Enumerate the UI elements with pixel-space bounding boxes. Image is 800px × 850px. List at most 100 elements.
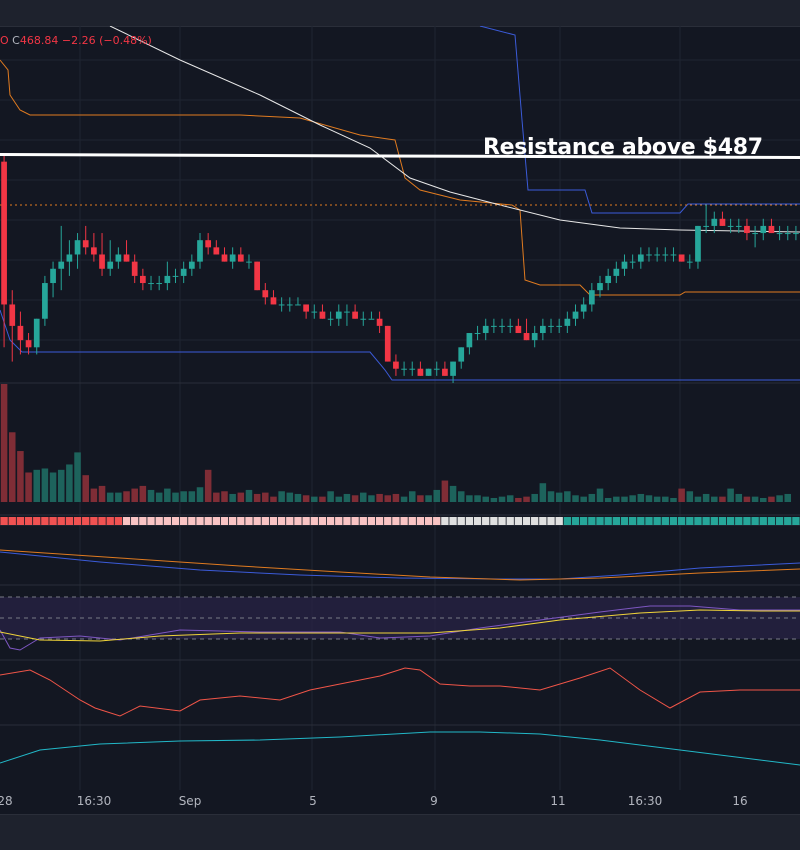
candle-body	[466, 333, 473, 348]
momentum-cell	[220, 517, 229, 525]
candle-body	[548, 325, 554, 327]
momentum-cell	[269, 517, 278, 525]
volume-bar	[41, 468, 49, 502]
momentum-cell	[294, 517, 302, 525]
candle-body	[91, 247, 97, 255]
volume-bar	[245, 489, 253, 502]
candle-body	[507, 325, 514, 327]
momentum-cell	[286, 517, 294, 525]
volume-bar	[621, 496, 628, 502]
momentum-cell	[253, 517, 261, 525]
oscillator-red-line	[0, 667, 800, 717]
candle-body	[213, 247, 220, 255]
volume-bar	[498, 496, 506, 502]
volume-bar	[580, 496, 587, 502]
momentum-cell	[261, 517, 269, 525]
momentum-cell	[465, 517, 474, 525]
momentum-cell	[65, 517, 74, 525]
momentum-cell	[122, 517, 131, 525]
candle-body	[793, 233, 799, 235]
momentum-cell	[163, 517, 172, 525]
candle-body	[205, 240, 212, 248]
momentum-cell	[767, 517, 776, 525]
volume-bar	[106, 492, 114, 502]
momentum-cell	[416, 517, 425, 525]
momentum-cell	[212, 517, 220, 525]
momentum-cell	[277, 517, 286, 525]
candle-body	[776, 233, 783, 235]
candle-body	[9, 304, 16, 326]
volume-bar	[351, 495, 359, 502]
candle-body	[180, 268, 187, 276]
candle-body	[491, 325, 497, 327]
candle-body	[254, 261, 260, 291]
momentum-cell	[563, 517, 572, 525]
volume-bar	[17, 451, 24, 502]
candle-body	[221, 254, 228, 262]
candle-body	[760, 225, 767, 234]
momentum-cell	[653, 517, 661, 525]
candle-body	[311, 311, 318, 313]
momentum-cell	[743, 517, 751, 525]
volume-bar	[164, 488, 171, 502]
candle-body	[735, 225, 742, 227]
volume-bar	[425, 495, 432, 502]
volume-bar	[408, 491, 416, 502]
momentum-cell	[180, 517, 188, 525]
candle-body	[670, 254, 677, 256]
momentum-cell	[751, 517, 759, 525]
candle-body	[82, 240, 89, 248]
candle-body	[327, 318, 334, 320]
volume-bar	[8, 432, 16, 502]
candle-body	[303, 304, 309, 312]
volume-bar	[702, 493, 710, 502]
volume-bar	[400, 496, 408, 502]
momentum-cell	[98, 517, 106, 525]
volume-bar	[449, 485, 457, 502]
volume-bar	[784, 493, 792, 502]
momentum-cell	[441, 517, 449, 525]
candle-body	[556, 325, 563, 327]
volume-bar	[555, 492, 563, 502]
candle-body	[384, 325, 391, 362]
volume-bar	[33, 469, 40, 502]
volume-bar	[335, 496, 343, 502]
volume-bar	[311, 496, 318, 502]
momentum-cell	[718, 517, 727, 525]
volume-bar	[490, 497, 498, 502]
bottom-toolbar	[0, 814, 800, 850]
volume-bar	[735, 493, 743, 502]
volume-bar	[678, 488, 685, 502]
candle-body	[295, 304, 301, 306]
candle-body	[605, 275, 612, 284]
candle-body	[695, 225, 701, 262]
candle-body	[164, 275, 171, 284]
volume-bar	[384, 495, 392, 502]
x-tick-label: 16:30	[77, 794, 112, 808]
candle-body	[344, 311, 350, 313]
x-tick-label: 28	[0, 794, 13, 808]
volume-bar	[25, 472, 32, 502]
resistance-line[interactable]	[0, 153, 800, 160]
oscillator-pane	[0, 667, 800, 766]
volume-bar	[270, 496, 277, 502]
momentum-strip	[0, 517, 800, 525]
x-tick-label: 5	[309, 794, 317, 808]
candle-body	[409, 368, 416, 370]
close-label: C	[12, 34, 20, 47]
momentum-cell	[318, 517, 327, 525]
resistance-annotation[interactable]: Resistance above $487	[483, 135, 763, 160]
candle-body	[376, 318, 383, 326]
candle-body	[442, 368, 448, 376]
volume-bars	[0, 384, 792, 502]
momentum-cell	[424, 517, 433, 525]
volume-bar	[670, 497, 677, 502]
momentum-cell	[449, 517, 457, 525]
volume-bar	[278, 491, 285, 502]
momentum-cell	[245, 517, 253, 525]
momentum-cell	[302, 517, 310, 525]
close-value: 468.84	[19, 34, 59, 47]
candle-body	[50, 268, 56, 284]
momentum-cell	[531, 517, 539, 525]
momentum-cell	[604, 517, 612, 525]
